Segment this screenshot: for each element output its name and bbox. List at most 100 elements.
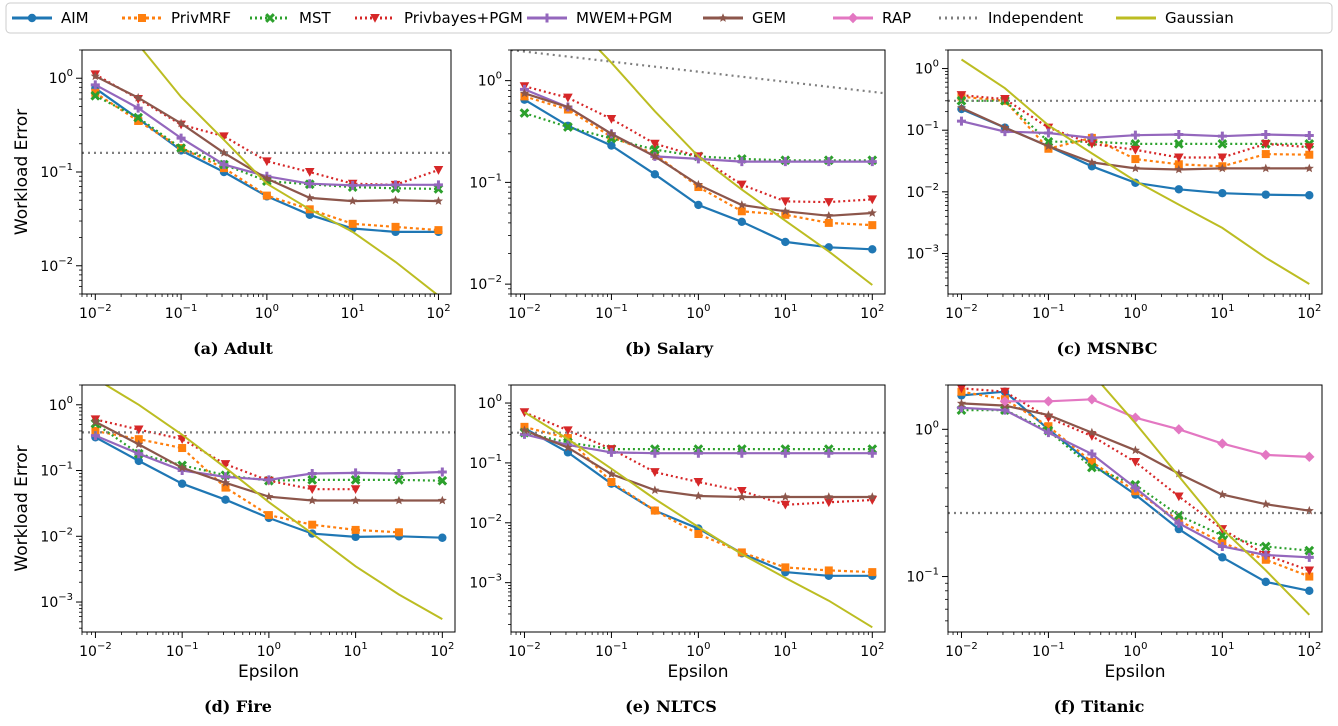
data-point	[1217, 131, 1227, 141]
chart-panel: 10−2 10−1 100 101 102 10−2 10−1 100 Workload Err…	[12, 49, 452, 358]
data-point	[1304, 505, 1314, 515]
plot-area	[948, 385, 1322, 616]
data-point	[437, 467, 447, 477]
data-point	[134, 439, 144, 449]
series-line	[960, 58, 1310, 285]
data-point	[221, 483, 230, 492]
series-gem	[956, 398, 1314, 515]
data-point	[1173, 139, 1184, 149]
data-point	[1087, 157, 1097, 167]
legend-marker	[138, 14, 146, 22]
data-point	[737, 217, 747, 226]
legend-label: PrivMRF	[171, 9, 231, 27]
series-line	[524, 425, 873, 574]
data-point	[868, 568, 877, 577]
data-point	[133, 112, 144, 123]
data-point	[391, 222, 400, 231]
legend-entry: Gaussian	[1116, 9, 1234, 27]
axes-frame	[81, 49, 452, 295]
data-point	[264, 491, 274, 501]
data-point	[737, 548, 746, 557]
panel-caption: (b) Salary	[625, 339, 714, 358]
data-point	[781, 210, 790, 219]
data-point	[350, 485, 361, 495]
y-tick-label: 100	[915, 59, 939, 78]
y-tick-label: 10−3	[469, 573, 502, 592]
data-point	[780, 197, 791, 207]
x-tick-label: 100	[255, 303, 279, 322]
series-gem	[90, 417, 447, 505]
data-point	[1304, 451, 1315, 463]
series-mwem-pgm	[90, 80, 443, 190]
data-point	[307, 469, 317, 479]
data-point	[1261, 499, 1271, 509]
series-line	[524, 112, 873, 162]
x-tick-label: 102	[860, 303, 884, 322]
data-point	[824, 210, 834, 220]
series-line	[524, 88, 873, 163]
x-axis-label: Epsilon	[1104, 662, 1165, 682]
panel-caption: (d) Fire	[204, 697, 272, 716]
x-tick-label: 10−1	[595, 303, 628, 322]
x-tick-label: 10−2	[945, 641, 978, 660]
plot-area	[82, 50, 451, 294]
data-point	[693, 448, 703, 458]
legend-entry: MST	[250, 9, 331, 27]
legend-marker	[370, 14, 380, 23]
data-point	[220, 478, 231, 487]
plot-area	[511, 50, 885, 286]
legend: AIM PrivMRF MST Privbayes+PGM MWEM+PGM GEM RAP…	[5, 2, 1333, 34]
data-point	[434, 226, 443, 235]
y-tick-label: 100	[478, 71, 502, 90]
chart-panel: 10−2 10−1 100 101 102 10−2 10−1 100 (b) Salary	[469, 49, 886, 358]
data-point	[1174, 518, 1184, 528]
x-tick-label: 102	[1297, 641, 1321, 660]
data-point	[176, 143, 186, 153]
data-point	[824, 448, 834, 458]
series-line	[961, 95, 1310, 168]
data-point	[563, 102, 573, 111]
data-point	[1174, 130, 1184, 140]
data-point	[824, 157, 834, 167]
data-point	[220, 460, 231, 469]
data-point	[90, 80, 100, 90]
data-point	[91, 88, 100, 97]
series-gem	[90, 71, 444, 205]
y-axis-label: Workload Error	[12, 109, 32, 235]
series-privbayes-pgm	[90, 70, 444, 190]
data-point	[867, 157, 877, 167]
chart-panel: 10−2 10−1 100 101 102 10−1 100 Epsilon (f) Titan…	[906, 384, 1323, 716]
data-point	[1000, 122, 1010, 132]
series-gaussian	[523, 411, 873, 629]
data-point	[650, 151, 660, 161]
data-point	[394, 469, 404, 479]
data-point	[650, 468, 660, 477]
y-tick-label: 10−1	[40, 461, 73, 480]
data-point	[606, 114, 617, 124]
data-point	[693, 179, 703, 189]
data-point	[1217, 153, 1228, 163]
data-point	[868, 245, 877, 254]
data-point	[304, 168, 315, 177]
data-point	[519, 425, 530, 435]
data-point	[1261, 577, 1270, 587]
data-point	[221, 495, 230, 504]
data-point	[737, 200, 747, 209]
data-point	[1218, 189, 1227, 198]
data-point	[394, 495, 404, 505]
y-tick-label: 10−2	[469, 274, 502, 293]
data-point	[1043, 141, 1053, 151]
data-point	[1130, 483, 1140, 493]
y-tick-label: 10−1	[40, 162, 73, 181]
data-point	[177, 463, 187, 472]
data-point	[1087, 449, 1097, 459]
data-point	[1130, 163, 1140, 173]
series-line	[523, 98, 873, 251]
x-tick-label: 10−1	[1032, 303, 1065, 322]
legend-entry: AIM	[12, 9, 89, 27]
data-point	[133, 103, 143, 113]
data-point	[1304, 131, 1314, 141]
x-tick-label: 102	[1297, 303, 1321, 322]
plot-area	[948, 58, 1322, 285]
data-point	[433, 196, 444, 205]
